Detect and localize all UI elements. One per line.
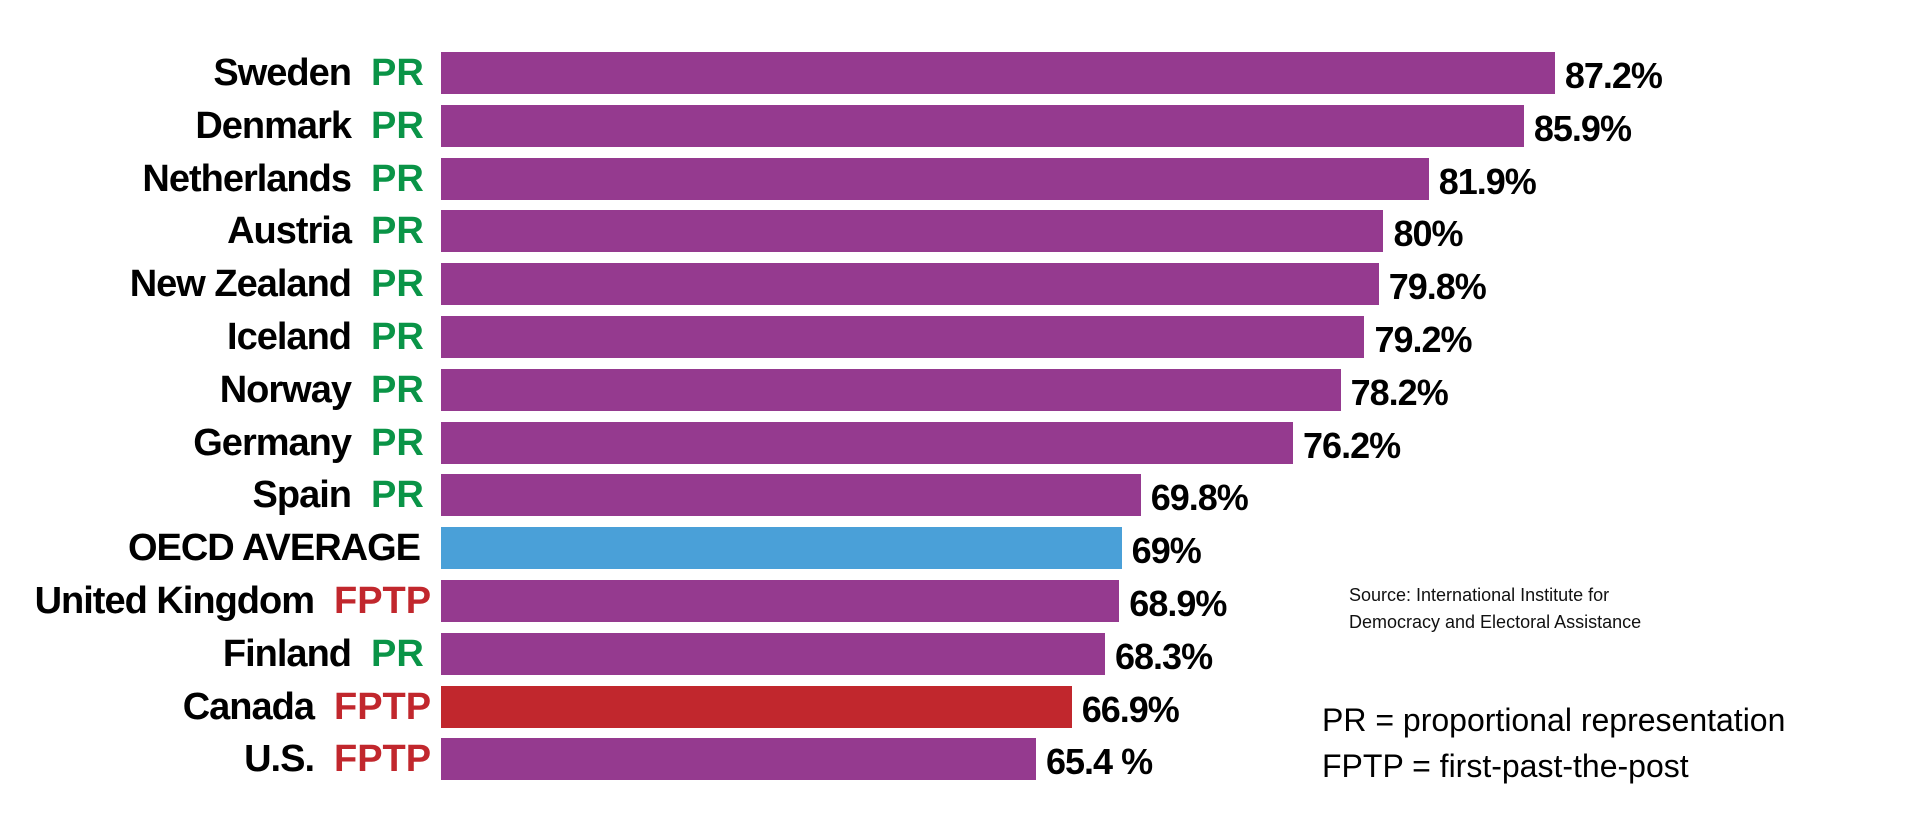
bar bbox=[441, 685, 1072, 728]
system-label: PR bbox=[371, 474, 424, 517]
category-label: New Zealand bbox=[129, 263, 352, 306]
bar-row: PR Finland 68.3% bbox=[0, 632, 1920, 677]
system-label: PR bbox=[371, 263, 424, 306]
bar-row: OECD AVERAGE 69% bbox=[0, 527, 1920, 572]
bar-row: PR Iceland 79.2% bbox=[0, 316, 1920, 360]
category-label: Sweden bbox=[213, 52, 352, 94]
bar bbox=[441, 580, 1120, 622]
category-label: Iceland bbox=[227, 316, 352, 358]
category-label: Canada bbox=[182, 685, 315, 728]
system-label: PR bbox=[371, 210, 424, 253]
bar-row: FPTP U.S. 65.4 % bbox=[0, 738, 1920, 783]
bar-row: PR Germany 76.2% bbox=[0, 421, 1920, 466]
value-label: 87.2% bbox=[1564, 55, 1663, 96]
system-label: PR bbox=[371, 368, 424, 411]
system-label: PR bbox=[371, 421, 424, 464]
value-label: 76.2% bbox=[1303, 424, 1401, 466]
bar bbox=[441, 157, 1429, 200]
bar bbox=[441, 738, 1036, 781]
category-label: Netherlands bbox=[142, 157, 352, 200]
bar-row: PR Norway 78.2% bbox=[0, 368, 1920, 413]
system-label: PR bbox=[371, 157, 424, 200]
bar bbox=[441, 104, 1524, 147]
legend-pr: PR = proportional representation bbox=[1322, 702, 1786, 738]
system-label: PR bbox=[371, 104, 424, 147]
value-label: 78.2% bbox=[1350, 371, 1449, 413]
value-label: 69.8% bbox=[1150, 477, 1249, 519]
category-label: Spain bbox=[252, 474, 352, 517]
bar-row: PR Denmark 85.9% bbox=[0, 104, 1920, 149]
bar bbox=[441, 52, 1555, 94]
system-label: PR bbox=[371, 316, 424, 358]
value-label: 80% bbox=[1393, 213, 1463, 255]
value-label: 65.4 % bbox=[1046, 741, 1153, 783]
bar bbox=[441, 368, 1341, 411]
system-label: FPTP bbox=[334, 738, 432, 781]
category-label: Finland bbox=[222, 632, 352, 675]
category-label: Norway bbox=[219, 368, 352, 411]
bar bbox=[441, 632, 1106, 675]
category-label: OECD AVERAGE bbox=[127, 527, 421, 570]
category-label: Austria bbox=[227, 210, 352, 253]
bar bbox=[441, 316, 1365, 358]
value-label: 85.9% bbox=[1533, 107, 1632, 149]
system-label: FPTP bbox=[334, 685, 432, 728]
value-label: 69% bbox=[1131, 530, 1202, 572]
bar-row: FPTP Canada 66.9% bbox=[0, 685, 1920, 730]
bar bbox=[441, 474, 1141, 517]
bar-row: PR Austria 80% bbox=[0, 210, 1920, 255]
bar-row: PR Sweden 87.2% bbox=[0, 52, 1920, 96]
system-label: PR bbox=[371, 632, 424, 675]
system-label: FPTP bbox=[334, 580, 432, 622]
source-line-2: Democracy and Electoral Assistance bbox=[1349, 612, 1642, 632]
value-label: 81.9% bbox=[1438, 160, 1537, 202]
bar bbox=[441, 210, 1384, 253]
bar bbox=[441, 263, 1379, 306]
value-label: 79.8% bbox=[1388, 266, 1487, 308]
category-label: U.S. bbox=[244, 738, 315, 781]
bar-row: PR Netherlands 81.9% bbox=[0, 157, 1920, 202]
legend-fptp: FPTP = first-past-the-post bbox=[1322, 748, 1689, 784]
value-label: 68.9% bbox=[1129, 583, 1227, 624]
source-note: Source: International Institute for Demo… bbox=[1349, 582, 1641, 636]
bar bbox=[441, 527, 1122, 570]
bar-row: FPTP United Kingdom 68.9% bbox=[0, 580, 1920, 624]
value-label: 66.9% bbox=[1081, 688, 1180, 730]
bar bbox=[441, 421, 1294, 464]
source-line-1: Source: International Institute for bbox=[1349, 585, 1610, 605]
category-label: United Kingdom bbox=[34, 580, 315, 622]
category-label: Germany bbox=[193, 421, 352, 464]
bar-row: PR New Zealand 79.8% bbox=[0, 263, 1920, 308]
category-label: Denmark bbox=[195, 104, 352, 147]
bar-row: PR Spain 69.8% bbox=[0, 474, 1920, 519]
value-label: 79.2% bbox=[1374, 319, 1472, 360]
value-label: 68.3% bbox=[1115, 635, 1213, 677]
system-label: PR bbox=[371, 52, 424, 94]
